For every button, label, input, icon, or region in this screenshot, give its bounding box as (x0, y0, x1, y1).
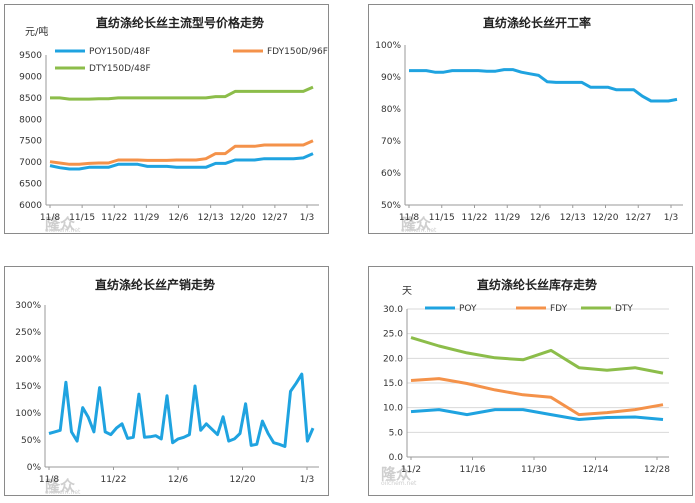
y-tick-label: 15.0 (383, 379, 403, 389)
operating-rate-title: 直纺涤纶长丝开工率 (483, 15, 591, 30)
legend-label: DTY (615, 304, 633, 314)
y-tick-label: 7000 (19, 158, 42, 168)
x-tick-label: 11/8 (399, 213, 419, 223)
y-tick-label: 90% (381, 73, 401, 83)
y-tick-label: 7500 (19, 137, 42, 147)
x-tick-label: 12/27 (625, 213, 651, 223)
y-tick-label: 5.0 (389, 428, 404, 438)
svg-text:隆众: 隆众 (45, 477, 75, 495)
y-tick-label: 70% (381, 137, 401, 147)
y-tick-label: 60% (381, 169, 401, 179)
x-tick-label: 11/8 (40, 213, 60, 223)
y-tick-label: 0% (27, 463, 42, 473)
x-tick-label: 11/29 (133, 213, 159, 223)
series-line-dty150d-48f (50, 85, 314, 101)
x-tick-label: 12/6 (168, 475, 188, 485)
series-line-main (409, 68, 678, 103)
x-tick-label: 1/3 (300, 475, 314, 485)
x-tick-label: 11/15 (69, 213, 95, 223)
x-tick-label: 12/20 (230, 475, 256, 485)
watermark: 隆众 oilchem.net (401, 215, 437, 233)
x-tick-label: 12/20 (593, 213, 619, 223)
price-chart-title: 直纺涤纶长丝主流型号价格走势 (96, 15, 264, 30)
series-line-dty (410, 336, 664, 375)
x-tick-label: 12/13 (560, 213, 586, 223)
watermark: 隆众 oilchem.net (45, 477, 81, 495)
watermark: 隆众 oilchem.net (381, 465, 417, 487)
y-tick-label: 150% (15, 382, 41, 392)
series-line-fdy (410, 377, 664, 417)
y-tick-label: 20.0 (383, 354, 403, 364)
series-line-poy (410, 408, 664, 421)
svg-text:oilchem.net: oilchem.net (401, 227, 437, 233)
svg-text:oilchem.net: oilchem.net (45, 489, 81, 495)
x-tick-label: 12/28 (644, 465, 670, 475)
y-tick-label: 9500 (19, 51, 42, 61)
inventory-unit-label: 天 (402, 286, 412, 297)
x-tick-label: 11/15 (429, 213, 455, 223)
x-tick-label: 11/16 (460, 465, 486, 475)
x-tick-label: 1/3 (300, 213, 314, 223)
x-tick-label: 11/22 (101, 213, 127, 223)
y-tick-label: 9000 (19, 72, 42, 82)
watermark: 隆众 oilchem.net (45, 215, 81, 233)
operating-rate-chart: 直纺涤纶长丝开工率 隆众 oilchem.net 50% 60% 70% 80% 90%… (375, 15, 683, 233)
svg-text:隆众: 隆众 (401, 215, 431, 233)
x-tick-label: 12/27 (262, 213, 288, 223)
legend-label: FDY (550, 304, 568, 314)
svg-text:oilchem.net: oilchem.net (381, 480, 417, 487)
x-tick-label: 11/2 (401, 465, 421, 475)
legend-label: FDY150D/96F (267, 47, 328, 57)
legend-label: POY150D/48F (89, 47, 150, 57)
inventory-panel: 直纺涤纶长丝库存走势 天 隆众 oilchem.net 0.0 5.0 10.0 15… (368, 266, 693, 496)
operating-rate-panel: 直纺涤纶长丝开工率 隆众 oilchem.net 50% 60% 70% 80% 90%… (368, 4, 693, 234)
legend-label: POY (459, 304, 477, 314)
svg-text:隆众: 隆众 (381, 465, 411, 483)
x-tick-label: 12/6 (168, 213, 188, 223)
x-tick-label: 11/22 (101, 475, 127, 485)
x-tick-label: 12/14 (583, 465, 609, 475)
y-tick-label: 80% (381, 105, 401, 115)
x-tick-label: 12/20 (230, 213, 256, 223)
x-tick-label: 11/30 (521, 465, 547, 475)
series-line-main (48, 372, 315, 448)
inventory-chart: 直纺涤纶长丝库存走势 天 隆众 oilchem.net 0.0 5.0 10.0 15… (381, 277, 670, 487)
price-chart: 直纺涤纶长丝主流型号价格走势 元/吨 隆众 oilchem.net 6000 65… (19, 15, 328, 233)
x-tick-label: 11/22 (462, 213, 488, 223)
sales-ratio-panel: 直纺涤纶长丝产销走势 隆众 oilchem.net 0% 50% 100% 150% 2… (4, 266, 329, 496)
x-tick-label: 12/6 (530, 213, 550, 223)
y-tick-label: 50% (381, 201, 401, 211)
y-tick-label: 250% (15, 328, 41, 338)
series-line-poy150d-48f (49, 152, 314, 171)
y-tick-label: 50% (21, 436, 41, 446)
price-chart-panel: 直纺涤纶长丝主流型号价格走势 元/吨 隆众 oilchem.net 6000 65… (4, 4, 329, 234)
y-tick-label: 100% (375, 41, 401, 51)
y-tick-label: 6000 (19, 201, 42, 211)
x-tick-label: 11/8 (39, 475, 59, 485)
y-tick-label: 10.0 (383, 404, 403, 414)
y-tick-label: 30.0 (383, 305, 403, 315)
y-tick-label: 200% (15, 355, 41, 365)
y-tick-label: 6500 (19, 180, 42, 190)
y-tick-label: 8500 (19, 94, 42, 104)
y-tick-label: 300% (15, 301, 41, 311)
y-tick-label: 8000 (19, 115, 42, 125)
y-tick-label: 25.0 (383, 330, 403, 340)
x-tick-label: 12/13 (198, 213, 224, 223)
y-tick-label: 0.0 (389, 453, 404, 463)
svg-text:隆众: 隆众 (45, 215, 75, 233)
x-tick-label: 1/3 (664, 213, 678, 223)
svg-text:oilchem.net: oilchem.net (45, 227, 81, 233)
inventory-title: 直纺涤纶长丝库存走势 (477, 277, 597, 292)
x-tick-label: 11/29 (494, 213, 520, 223)
legend-label: DTY150D/48F (89, 64, 151, 74)
price-unit-label: 元/吨 (25, 25, 48, 38)
series-line-fdy150d-96f (49, 139, 314, 166)
sales-ratio-chart: 直纺涤纶长丝产销走势 隆众 oilchem.net 0% 50% 100% 150% 2… (15, 277, 319, 495)
sales-ratio-title: 直纺涤纶长丝产销走势 (95, 277, 215, 292)
y-tick-label: 100% (15, 409, 41, 419)
